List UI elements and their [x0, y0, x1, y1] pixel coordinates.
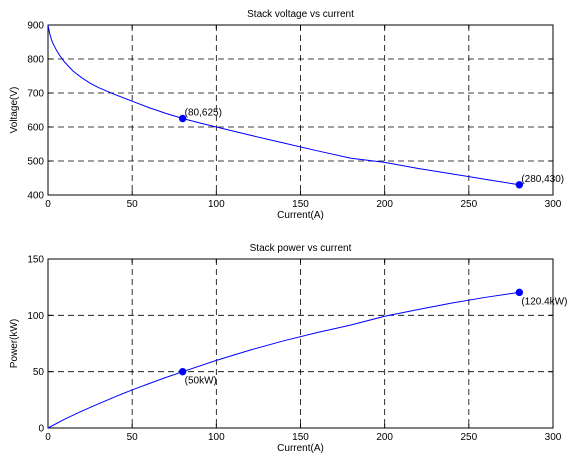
y-axis-label: Voltage(V)	[9, 87, 20, 134]
x-tick-label: 50	[127, 199, 139, 210]
data-point-marker	[515, 181, 524, 189]
x-tick-label: 100	[208, 432, 225, 443]
x-tick-label: 250	[460, 199, 477, 210]
x-tick-label: 250	[460, 432, 477, 443]
y-tick-label: 500	[27, 157, 44, 168]
data-point-label: (80,625)	[185, 108, 222, 119]
series-line	[47, 24, 520, 186]
y-tick-label: 600	[27, 123, 44, 134]
y-tick-label: 150	[27, 255, 44, 266]
x-tick-label: 0	[45, 199, 51, 210]
chart-title: Stack voltage vs current	[247, 9, 354, 20]
series-line	[47, 291, 520, 429]
x-tick-label: 0	[45, 432, 51, 443]
y-axis-label: Power(kW)	[9, 319, 20, 368]
x-tick-label: 50	[127, 432, 139, 443]
data-point-marker	[515, 288, 524, 297]
x-tick-label: 200	[376, 432, 393, 443]
y-tick-label: 800	[27, 55, 44, 66]
data-point-marker	[178, 367, 187, 376]
data-point-label: (120.4kW)	[521, 296, 567, 307]
y-tick-label: 50	[33, 367, 45, 378]
y-tick-label: 700	[27, 89, 44, 100]
data-point-label: (280,430)	[521, 174, 564, 185]
voltage-chart: 0 50 100 150 200 250 300 400 500 600 700 800 900 Stac…	[9, 9, 564, 221]
x-tick-label: 150	[292, 199, 309, 210]
power-chart: 0 50 100 150 200 250 300 0 50 100 150 Stack power v…	[9, 243, 567, 454]
x-tick-label: 150	[292, 432, 309, 443]
chart-title: Stack power vs current	[250, 243, 352, 254]
x-axis-label: Current(A)	[277, 443, 324, 454]
y-tick-label: 100	[27, 311, 44, 322]
x-tick-label: 100	[208, 199, 225, 210]
y-tick-label: 0	[38, 424, 44, 435]
y-tick-label: 900	[27, 21, 44, 32]
x-axis-label: Current(A)	[277, 210, 324, 221]
x-tick-label: 200	[376, 199, 393, 210]
data-point-label: (50kW)	[185, 376, 217, 387]
x-tick-label: 300	[545, 199, 562, 210]
data-point-marker	[178, 114, 187, 123]
x-tick-label: 300	[545, 432, 562, 443]
y-tick-label: 400	[27, 191, 44, 202]
